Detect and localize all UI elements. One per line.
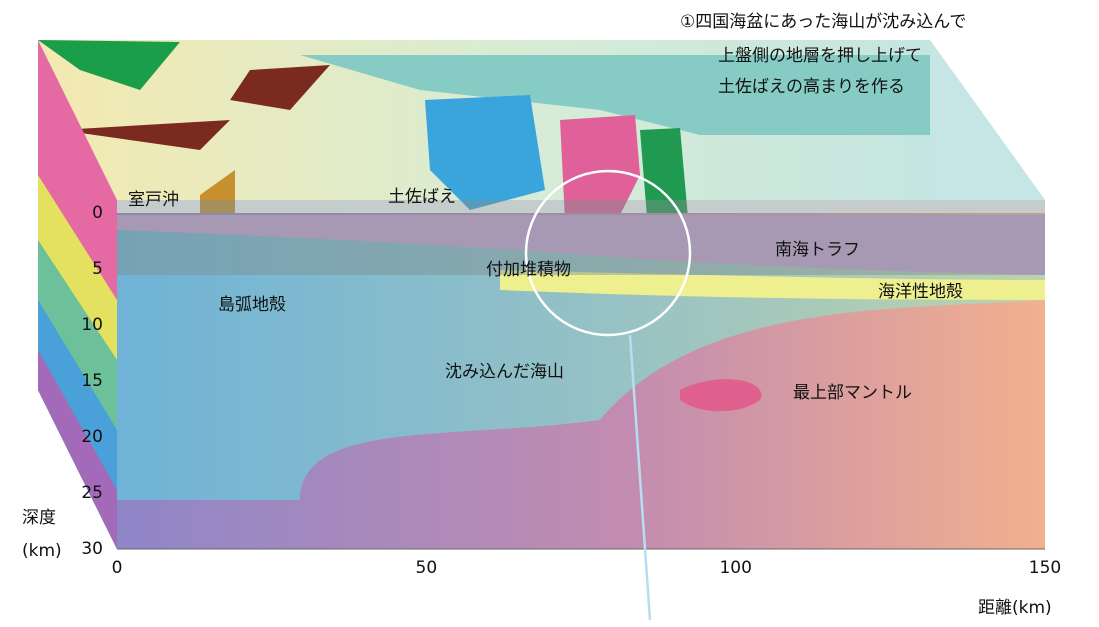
y-tick-label: 20 — [81, 427, 103, 447]
y-tick-label: 25 — [81, 483, 103, 503]
axis-unit: (km) — [22, 541, 62, 561]
oceanic-crust — [500, 270, 1045, 300]
block — [38, 40, 1045, 550]
annotation: 土佐ばえの高まりを作る — [718, 77, 905, 97]
callout-line — [628, 334, 652, 621]
sediment — [117, 215, 1045, 275]
label: 土佐ばえ — [388, 187, 456, 207]
label: 付加堆積物 — [486, 260, 571, 280]
x-tick-label: 100 — [719, 558, 751, 578]
y-tick-label: 5 — [92, 259, 103, 279]
label: 海洋性地殻 — [878, 282, 963, 302]
x-tick-label: 0 — [112, 558, 123, 578]
x-tick-label: 50 — [416, 558, 438, 578]
sea-depth-band — [117, 200, 1045, 275]
y-tick-label: 15 — [81, 371, 103, 391]
y-tick-label: 30 — [81, 539, 103, 559]
label: 島弧地殻 — [218, 295, 286, 315]
right-slope — [930, 40, 1045, 200]
basin-surface — [300, 55, 930, 135]
y-tick-label: 10 — [81, 315, 103, 335]
annotation: 上盤側の地層を押し上げて — [718, 46, 922, 66]
y-tick-label: 0 — [92, 203, 103, 223]
label: 沈み込んだ海山 — [445, 362, 564, 382]
ridge — [230, 65, 330, 110]
axis-title: 深度 — [22, 508, 56, 528]
mantle-patch — [680, 379, 762, 412]
annotation: ①四国海盆にあった海山が沈み込んで — [680, 12, 966, 32]
label: 室戸沖 — [128, 190, 179, 210]
label: 南海トラフ — [775, 240, 860, 260]
axis-title: 距離(km) — [978, 598, 1052, 618]
callout-circle — [524, 169, 692, 337]
left-band — [38, 350, 117, 549]
ridge — [200, 170, 235, 225]
seamount-top — [560, 115, 640, 245]
label: 最上部マントル — [793, 383, 912, 403]
ridge — [38, 40, 180, 90]
ridge — [425, 95, 545, 210]
x-tick-label: 150 — [1029, 558, 1061, 578]
ridge — [60, 120, 230, 150]
